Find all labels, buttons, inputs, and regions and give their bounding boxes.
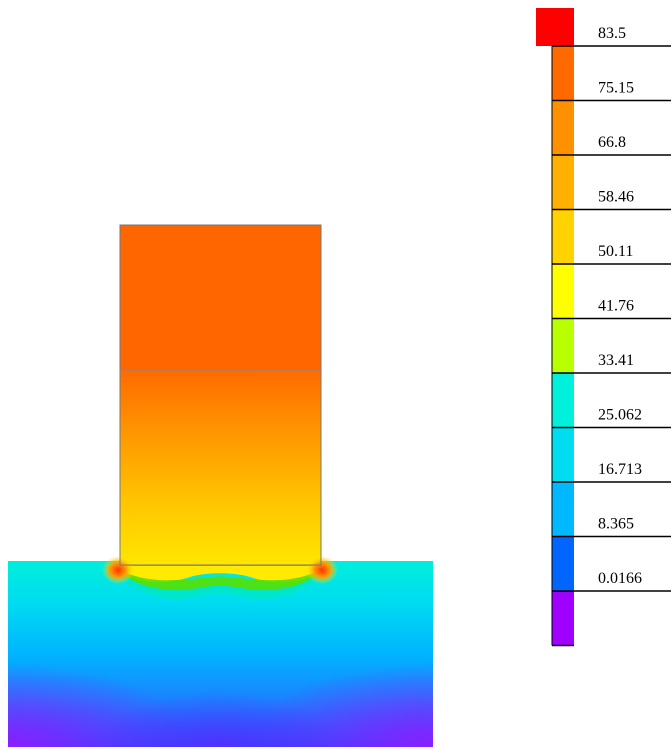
legend-swatch: [552, 209, 574, 264]
stem-upper-block: [119, 224, 322, 371]
legend-label: 75.15: [598, 80, 634, 97]
legend-swatch: [552, 264, 574, 319]
stem-lower-block: [120, 370, 321, 565]
legend-swatch: [552, 318, 574, 373]
legend-swatch: [552, 373, 574, 428]
legend-label: 50.11: [598, 243, 633, 260]
legend-swatch: [552, 536, 574, 591]
interface-green: [112, 566, 328, 591]
legend-label: 83.5: [598, 25, 626, 42]
stem-outline: [119, 224, 322, 566]
legend-top-swatch: [536, 8, 574, 46]
legend-label: 41.76: [598, 298, 634, 315]
fillet-hotspot-left: [102, 556, 134, 584]
legend-swatch: [552, 100, 574, 155]
legend-swatch: [552, 46, 574, 101]
legend-label: 16.713: [598, 461, 642, 478]
legend-label: 8.365: [598, 516, 634, 533]
legend-label: 58.46: [598, 189, 634, 206]
legend-swatch: [552, 427, 574, 482]
fillet-hotspot-right: [306, 556, 338, 584]
interface-cyan: [110, 567, 330, 600]
legend-label: 25.062: [598, 407, 642, 424]
legend-swatch: [552, 482, 574, 537]
interface-band: [108, 565, 332, 583]
legend-swatch: [552, 155, 574, 210]
color-legend: 83.5 75.15 66.8 58.46 50.11 41.76 33.41 25.062 1…: [536, 8, 671, 647]
legend-swatch: [552, 591, 574, 646]
legend-label: 33.41: [598, 352, 634, 369]
legend-label: 66.8: [598, 134, 626, 151]
legend-label: 0.0166: [598, 570, 642, 587]
